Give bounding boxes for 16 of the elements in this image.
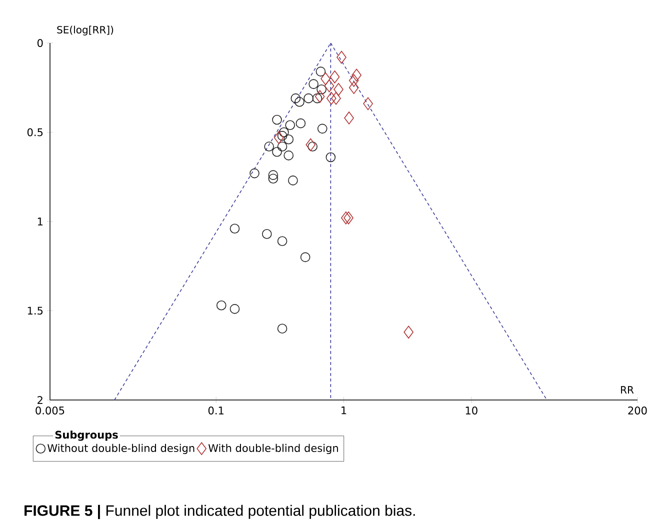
legend-label: Without double-blind design bbox=[48, 444, 194, 454]
x-tick-label: 10 bbox=[466, 406, 478, 414]
y-tick-label: 2 bbox=[38, 396, 42, 404]
y-axis-title: SE(log[RR]) bbox=[57, 26, 114, 36]
x-tick-label: 0.1 bbox=[208, 406, 224, 414]
x-tick-label: 1 bbox=[342, 406, 346, 414]
y-tick-label: 1 bbox=[38, 218, 42, 226]
x-tick-label: 200 bbox=[628, 406, 647, 414]
legend-title: Subgroups bbox=[55, 430, 118, 441]
y-tick-label: 0 bbox=[37, 39, 43, 47]
x-tick-label: 0.005 bbox=[36, 406, 64, 414]
legend-label: With double-blind design bbox=[208, 444, 338, 454]
y-tick-label: 1.5 bbox=[28, 306, 43, 315]
text: FIGURE 5 | Funnel plot indicated potential publication bias. bbox=[24, 504, 415, 520]
y-tick-label: 0.5 bbox=[27, 128, 43, 136]
x-axis-title: RR bbox=[621, 386, 634, 394]
